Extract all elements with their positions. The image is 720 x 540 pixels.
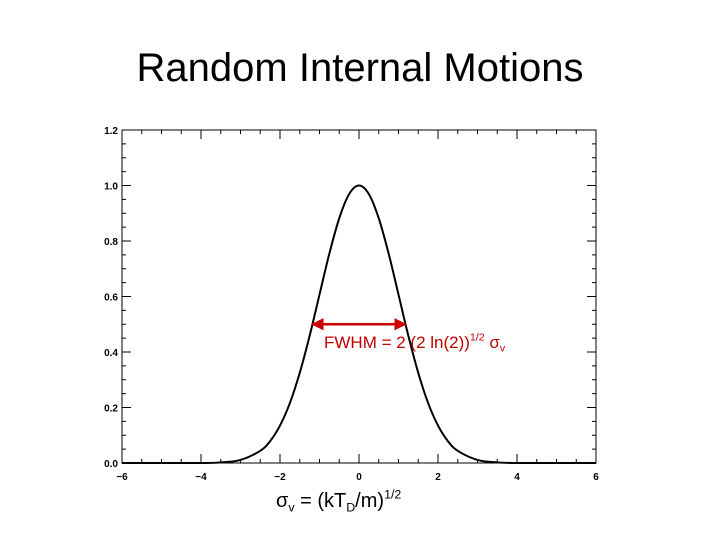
x-tick-label: 6	[593, 472, 599, 483]
y-tick-label: 0.8	[104, 237, 118, 248]
y-tick-label: 0.4	[104, 348, 118, 359]
gaussian-curve	[122, 184, 596, 465]
fwhm-sigma-sub: v	[499, 342, 506, 355]
x-tick-label: 0	[356, 472, 362, 483]
fwhm-exponent: 1/2	[469, 331, 485, 344]
x-tick-label: −4	[195, 472, 207, 483]
formula-tail: /m)	[355, 490, 385, 512]
slide-title: Random Internal Motions	[136, 46, 584, 90]
formula-exponent: 1/2	[384, 487, 402, 502]
x-tick-label: −2	[274, 472, 286, 483]
x-tick-label: −6	[116, 472, 128, 483]
axis-ticks	[121, 129, 597, 464]
formula-sigma-sub: v	[288, 500, 295, 515]
fwhm-annotation: FWHM = 2 (2 ln(2))1/2 σv	[324, 332, 505, 354]
tick-labels: −6 −4 −2 0 2 4 6 0.0 0.2 0.4 0.6 0.8 1.0 1.2	[104, 126, 599, 483]
formula-sigma: σ	[276, 490, 289, 512]
y-tick-label: 0.6	[104, 293, 118, 304]
formula-sub-d: D	[346, 500, 356, 515]
y-tick-label: 1.0	[104, 182, 118, 193]
formula-mid: = (kT	[294, 490, 347, 512]
y-tick-label: 0.0	[104, 459, 118, 470]
plot-frame	[121, 129, 597, 464]
y-tick-label: 0.2	[104, 404, 118, 415]
x-tick-label: 2	[435, 472, 441, 483]
fwhm-prefix: FWHM = 2 (2 ln(2))	[324, 333, 470, 352]
velocity-dispersion-formula: σv = (kTD/m)1/2	[276, 488, 401, 514]
fwhm-sigma: σ	[489, 333, 500, 352]
y-tick-label: 1.2	[104, 126, 118, 137]
x-tick-label: 4	[514, 472, 520, 483]
